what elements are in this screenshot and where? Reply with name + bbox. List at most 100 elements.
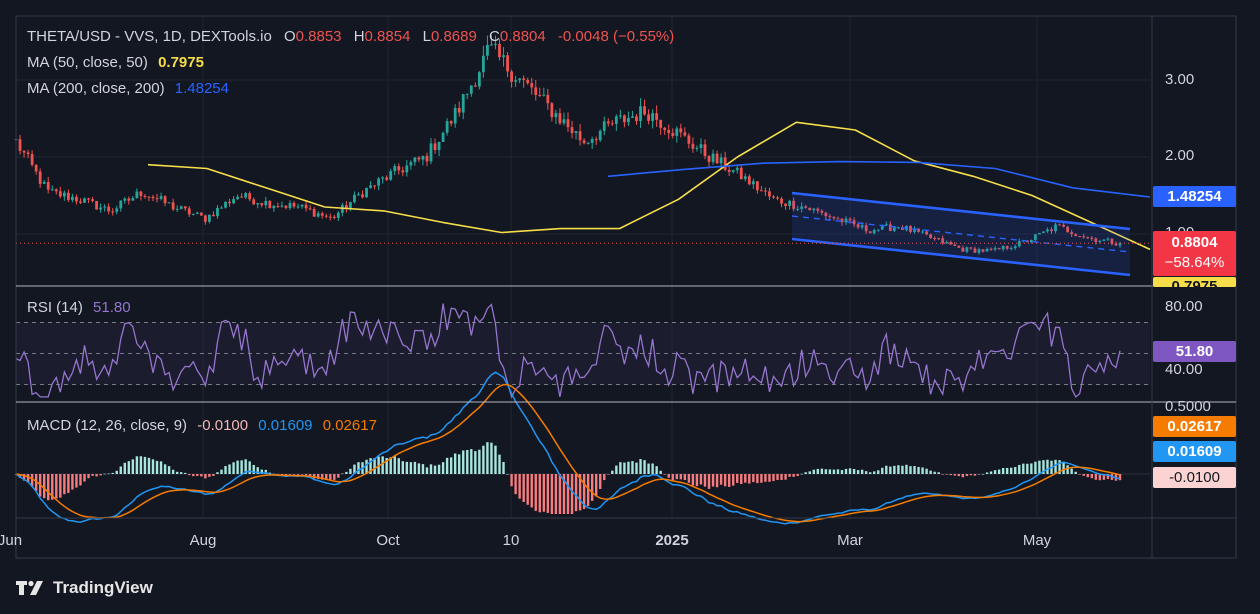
candle-body xyxy=(433,143,437,151)
candle-body xyxy=(727,169,731,172)
candle-body xyxy=(1029,239,1033,243)
candle-body xyxy=(332,216,336,218)
candle-body xyxy=(655,113,659,120)
candle-body xyxy=(643,106,646,115)
macd-hist-bar xyxy=(977,474,981,475)
rsi-pane[interactable] xyxy=(15,303,1150,399)
macd-hist-bar xyxy=(486,442,489,474)
macd-hist-bar xyxy=(482,445,485,474)
candle-body xyxy=(941,238,945,244)
candle-body xyxy=(687,135,691,144)
macd-hist-bar xyxy=(151,459,155,474)
macd-hist-bar xyxy=(47,474,50,501)
macd-hist-bar xyxy=(736,474,739,483)
candle-body xyxy=(1033,234,1037,240)
macd-hist-bar xyxy=(864,471,868,474)
macd-hist-bar xyxy=(1102,474,1106,480)
candle-body xyxy=(441,132,445,142)
macd-hist-bar xyxy=(353,464,356,474)
candle-body xyxy=(1038,232,1041,235)
candle-body xyxy=(357,194,360,196)
candle-body xyxy=(216,207,219,217)
candle-body xyxy=(453,107,457,124)
macd-hist-bar xyxy=(901,465,904,474)
macd-hist-bar xyxy=(679,474,683,480)
candle-body xyxy=(1106,238,1110,240)
candle-body xyxy=(155,198,159,200)
candle-body xyxy=(574,131,578,134)
macd-legend[interactable]: MACD (12, 26, close, 9) -0.0100 0.01609 … xyxy=(27,417,377,434)
candle-body xyxy=(993,248,997,250)
macd-hist-bar xyxy=(1118,474,1122,481)
candle-body xyxy=(236,196,240,200)
macd-hist-bar xyxy=(453,453,457,474)
candle-body xyxy=(1078,236,1082,238)
macd-hist-bar xyxy=(860,469,864,474)
candle-body xyxy=(381,177,385,179)
ma50-legend[interactable]: MA (50, close, 50) 0.7975 xyxy=(27,54,204,71)
macd-hist-bar xyxy=(506,473,509,475)
candle-body xyxy=(631,116,634,118)
candle-body xyxy=(429,143,433,162)
macd-hist-bar xyxy=(280,474,284,475)
macd-hist-bar xyxy=(1026,463,1029,474)
macd-tag: 0.01609 xyxy=(1153,441,1236,462)
candle-body xyxy=(187,208,191,215)
macd-hist-bar xyxy=(123,462,126,474)
rsi-legend[interactable]: RSI (14) 51.80 xyxy=(27,299,131,316)
macd-tick-05: 0.5000 xyxy=(1165,398,1211,415)
tradingview-logo[interactable]: TradingView xyxy=(16,578,153,598)
candle-body xyxy=(328,216,332,218)
symbol-legend[interactable]: THETA/USD - VVS, 1D, DEXTools.io O0.8853… xyxy=(27,28,674,45)
candle-body xyxy=(42,182,46,184)
ma50-line xyxy=(147,121,1151,251)
last-price-tag: 0.8804 −58.64% xyxy=(1153,231,1236,276)
candle-body xyxy=(848,218,852,221)
time-label-mar: Mar xyxy=(837,532,863,549)
candle-body xyxy=(123,198,127,201)
candle-body xyxy=(929,234,933,239)
macd-hist-bar xyxy=(43,474,46,499)
candle-body xyxy=(840,218,844,223)
candle-body xyxy=(888,224,892,231)
macd-pane[interactable] xyxy=(14,371,1150,525)
candle-body xyxy=(445,121,449,133)
macd-hist-bar xyxy=(1090,474,1093,479)
macd-hist-bar xyxy=(603,474,606,481)
candle-body xyxy=(272,205,276,209)
candle-body xyxy=(961,247,965,252)
macd-hist-bar xyxy=(71,474,74,490)
macd-hist-bar xyxy=(175,471,179,474)
candle-body xyxy=(18,139,22,151)
candle-body xyxy=(1074,234,1078,237)
time-label-jun: Jun xyxy=(0,532,23,549)
macd-hist-bar xyxy=(615,465,618,474)
macd-hist-bar xyxy=(107,473,110,475)
candle-body xyxy=(361,194,364,198)
macd-hist-bar xyxy=(631,461,634,474)
candle-body xyxy=(639,106,642,122)
macd-hist-bar xyxy=(26,474,30,483)
candle-body xyxy=(248,193,252,200)
price-pane[interactable] xyxy=(14,35,1151,277)
candle-body xyxy=(880,225,884,230)
macd-hist-bar xyxy=(607,474,610,475)
ma200-legend[interactable]: MA (200, close, 200) 1.48254 xyxy=(27,80,229,97)
macd-hist-bar xyxy=(357,462,360,474)
macd-hist-bar xyxy=(1018,464,1021,474)
macd-hist-bar xyxy=(63,474,66,495)
candle-body xyxy=(1017,241,1021,247)
macd-hist-bar xyxy=(1074,471,1077,474)
macd-hist-bar xyxy=(844,468,848,474)
macd-hist-bar xyxy=(913,465,916,474)
candle-body xyxy=(635,116,638,122)
macd-hist-bar xyxy=(1042,460,1045,474)
candle-body xyxy=(195,212,199,214)
macd-hist-bar xyxy=(433,465,437,474)
macd-hist-bar xyxy=(67,474,70,493)
macd-hist-bar xyxy=(409,462,413,474)
candle-body xyxy=(304,204,308,209)
macd-hist-bar xyxy=(119,466,122,474)
candle-body xyxy=(349,202,352,209)
